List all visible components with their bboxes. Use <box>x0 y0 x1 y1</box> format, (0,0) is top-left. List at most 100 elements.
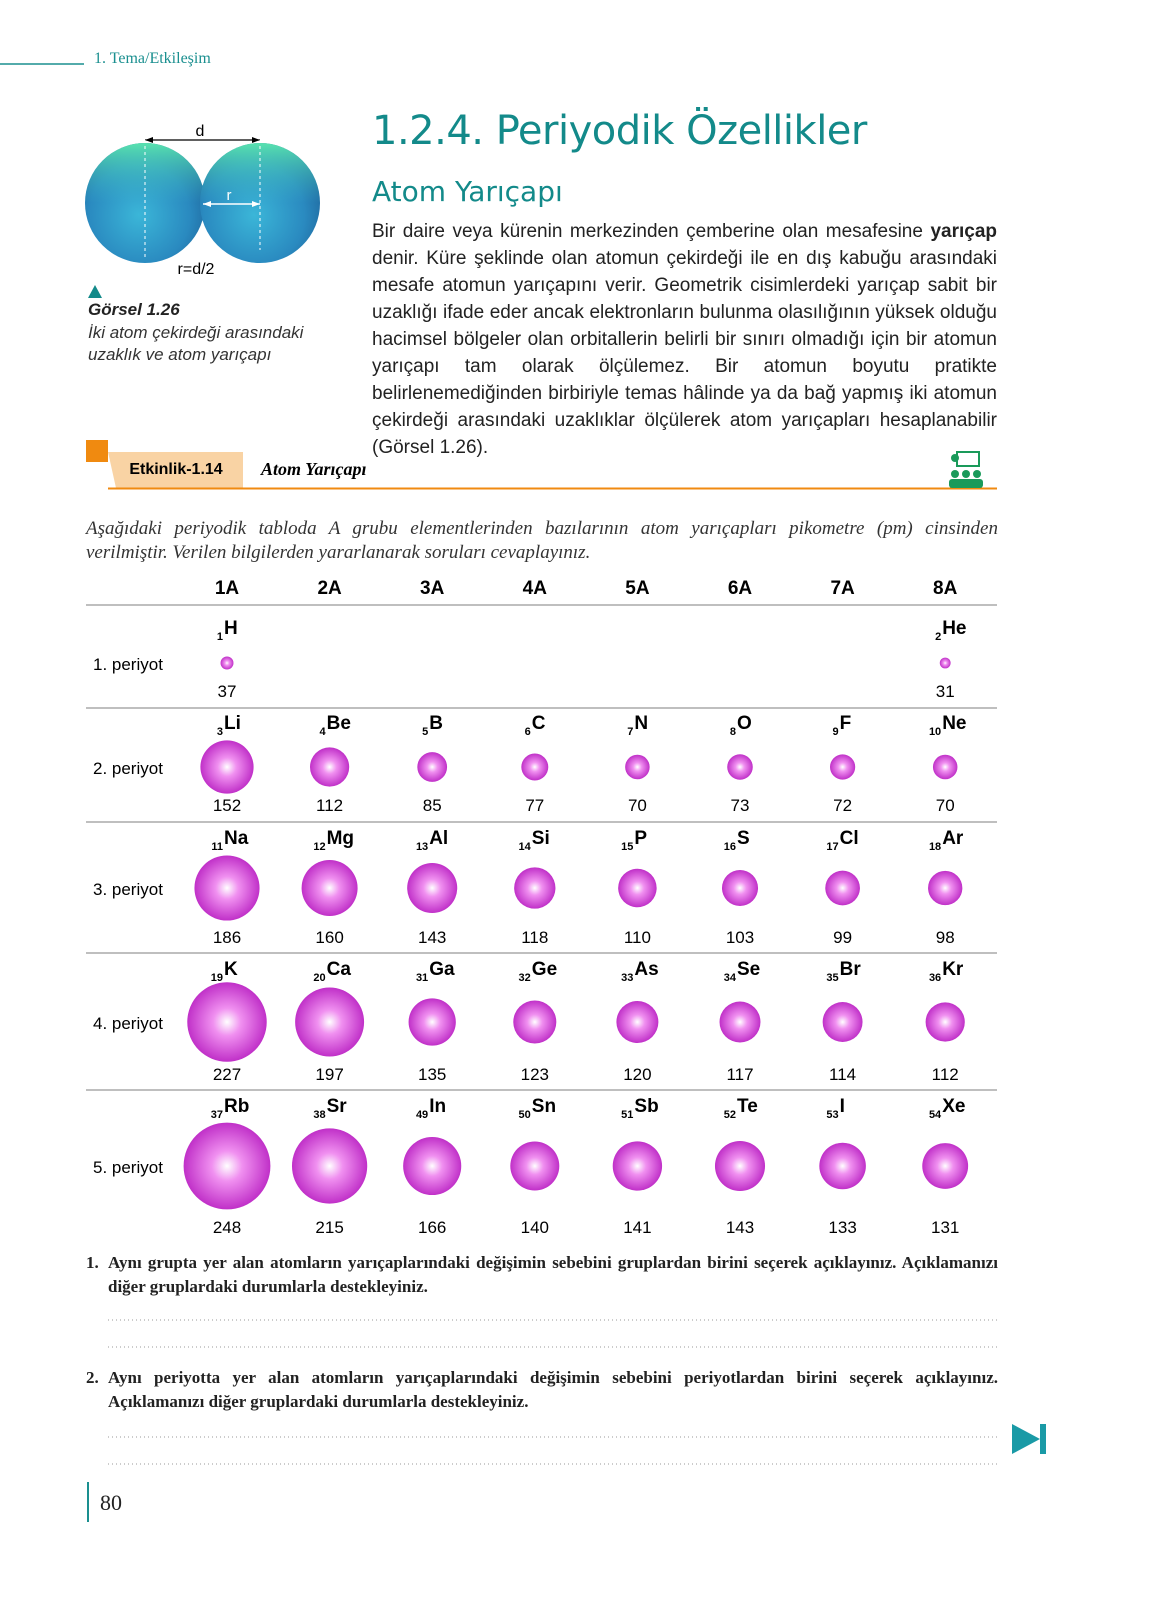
period-label: 1. periyot <box>93 655 163 674</box>
atomic-number: 15 <box>621 841 633 853</box>
atomic-number: 5 <box>422 726 428 738</box>
atom <box>721 869 759 907</box>
atom <box>928 870 963 906</box>
radius-value: 37 <box>218 682 237 701</box>
atomic-number: 9 <box>832 726 838 738</box>
element-symbol: Be <box>327 713 351 734</box>
radius-value: 103 <box>726 928 754 947</box>
instructions: Aşağıdaki periyodik tabloda A grubu elem… <box>86 518 998 563</box>
radius-value: 72 <box>833 796 852 815</box>
element-symbol: Na <box>224 828 249 849</box>
group-icon <box>949 451 983 488</box>
question: 1. Aynı grupta yer alan atomların yarıçap… <box>86 1251 998 1299</box>
element-symbol: B <box>429 713 443 734</box>
atom <box>932 754 958 780</box>
atomic-number: 18 <box>929 841 941 853</box>
element-symbol: Al <box>429 828 448 849</box>
atom <box>727 754 753 780</box>
r-label: r <box>227 187 232 204</box>
atomic-number: 51 <box>621 1109 633 1121</box>
atomic-number: 2 <box>935 631 941 643</box>
figure-marker <box>88 285 102 298</box>
atom <box>510 1141 560 1191</box>
atom <box>183 1122 271 1210</box>
question-text: Aynı periyotta yer alan atomların yarıça… <box>108 1368 998 1411</box>
atomic-number: 37 <box>211 1109 223 1121</box>
radius-value: 112 <box>932 1065 959 1084</box>
subtitle: Atom Yarıçapı <box>372 175 563 208</box>
group-header: 2A <box>317 578 342 599</box>
atom <box>403 1136 462 1196</box>
radius-value: 31 <box>936 682 955 701</box>
element-symbol: Sn <box>532 1096 556 1117</box>
section-header: 1. Tema/Etkileşim <box>94 50 211 67</box>
atom <box>719 1001 761 1043</box>
element-symbol: P <box>634 828 647 849</box>
radius-value: 141 <box>623 1218 651 1237</box>
element-symbol: S <box>737 828 750 849</box>
formula: r=d/2 <box>178 261 215 278</box>
element-symbol: Ge <box>532 959 557 980</box>
radius-value: 140 <box>521 1218 549 1237</box>
atom <box>830 754 856 780</box>
atomic-number: 52 <box>724 1109 736 1121</box>
question-number: 2. <box>86 1368 99 1387</box>
atomic-number: 38 <box>313 1109 325 1121</box>
radius-value: 143 <box>418 928 446 947</box>
atomic-number: 10 <box>929 726 941 738</box>
element-symbol: N <box>634 713 648 734</box>
atomic-number: 14 <box>519 841 532 853</box>
atomic-number: 4 <box>319 726 326 738</box>
atomic-number: 3 <box>217 726 223 738</box>
next-icon <box>1012 1424 1046 1454</box>
atom <box>925 1002 965 1042</box>
element-symbol: Te <box>737 1096 758 1117</box>
activity-label: Etkinlik-1.14 <box>129 461 222 478</box>
atom <box>825 870 860 906</box>
radius-value: 160 <box>315 928 343 947</box>
atom <box>625 754 650 780</box>
element-symbol: Sb <box>634 1096 658 1117</box>
atom <box>513 1000 557 1044</box>
atom <box>408 998 456 1046</box>
question: 2. Aynı periyotta yer alan atomların yarı… <box>86 1366 998 1414</box>
element-symbol: Ne <box>942 713 966 734</box>
atomic-number: 49 <box>416 1109 428 1121</box>
activity-square <box>86 440 108 462</box>
figure: d r r=d/2 <box>85 123 320 298</box>
text: denir. Küre şeklinde olan atomun çekirde… <box>372 248 997 458</box>
atomic-number: 19 <box>211 972 223 984</box>
atom <box>291 1128 368 1204</box>
answer-lines <box>108 1319 997 1465</box>
element-symbol: K <box>224 959 238 980</box>
element-symbol: He <box>942 618 966 639</box>
atomic-number: 13 <box>416 841 428 853</box>
activity-label-box <box>108 452 243 488</box>
radius-value: 131 <box>931 1218 959 1237</box>
atomic-number: 16 <box>724 841 736 853</box>
atomic-number: 54 <box>929 1109 942 1121</box>
element-symbol: F <box>840 713 852 734</box>
element-symbol: In <box>429 1096 446 1117</box>
element-symbol: Mg <box>327 828 354 849</box>
radius-value: 248 <box>213 1218 241 1237</box>
period-label: 4. periyot <box>93 1014 163 1033</box>
atom <box>301 860 358 916</box>
group-header: 6A <box>728 578 753 599</box>
atomic-number: 34 <box>724 972 737 984</box>
group-header: 7A <box>830 578 855 599</box>
radius-value: 143 <box>726 1218 754 1237</box>
radius-value: 186 <box>213 928 241 947</box>
atomic-number: 33 <box>621 972 633 984</box>
period-label: 3. periyot <box>93 880 163 899</box>
paragraph: Bir daire veya kürenin merkezinden çembe… <box>372 218 997 461</box>
radius-value: 110 <box>624 928 651 947</box>
radius-value: 117 <box>726 1065 753 1084</box>
element-symbol: Si <box>532 828 550 849</box>
term: yarıçap <box>930 221 997 242</box>
element-symbol: As <box>634 959 658 980</box>
radius-value: 112 <box>316 796 343 815</box>
atom <box>612 1141 663 1191</box>
